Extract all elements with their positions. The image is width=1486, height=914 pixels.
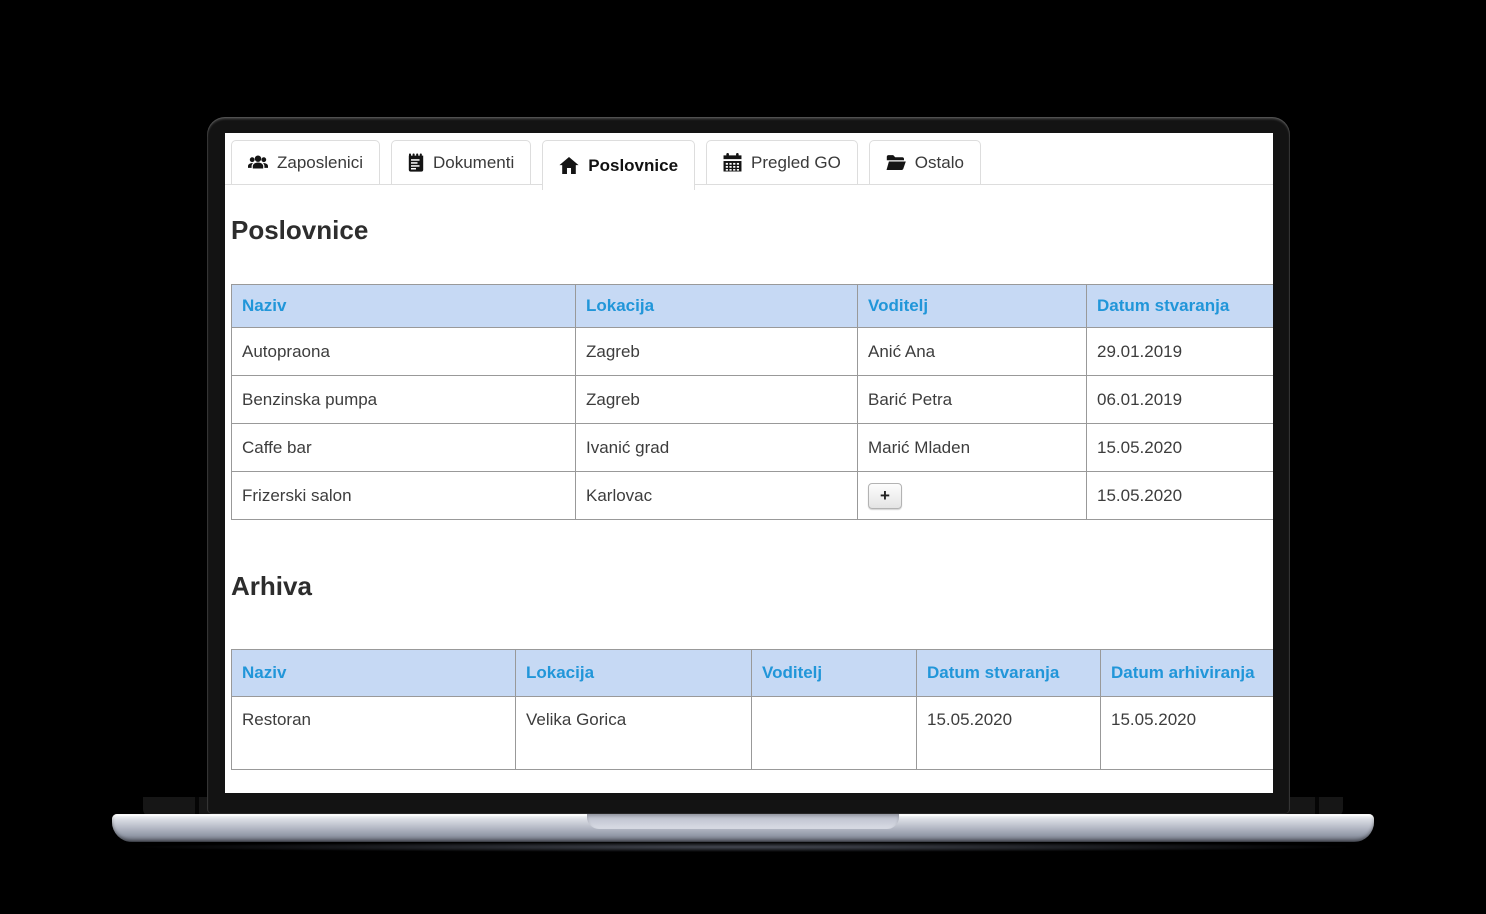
tab-pregled-go[interactable]: Pregled GO: [706, 140, 858, 184]
table-cell: 15.05.2020: [1086, 471, 1273, 520]
tab-zaposlenici[interactable]: Zaposlenici: [231, 140, 380, 184]
table-cell: Marić Mladen: [857, 423, 1087, 472]
table-cell: Caffe bar: [231, 423, 576, 472]
column-header: Lokacija: [515, 649, 752, 697]
table-row: Caffe bar Ivanić grad Marić Mladen 15.05.20…: [231, 423, 1273, 472]
table-cell: 15.05.2020: [1100, 696, 1273, 770]
column-header: Naziv: [231, 649, 516, 697]
table-cell: Frizerski salon: [231, 471, 576, 520]
header-row: Naziv Lokacija Voditelj Datum stvaranja: [231, 284, 1273, 328]
column-header: Voditelj: [751, 649, 917, 697]
poslovnice-table: Naziv Lokacija Voditelj Datum stvaranja Auto…: [231, 284, 1273, 520]
calendar-icon: [723, 153, 742, 172]
tab-label: Dokumenti: [433, 152, 515, 172]
table-cell: 15.05.2020: [1086, 423, 1273, 472]
tab-label: Ostalo: [914, 152, 964, 172]
table-cell: 06.01.2019: [1086, 375, 1273, 424]
section-heading-arhiva: Arhiva: [231, 571, 312, 601]
table-cell: Anić Ana: [857, 327, 1087, 376]
app-screen: Zaposlenici Dokumenti Poslovnice Pregled GO…: [225, 133, 1273, 793]
table-cell: Autopraona: [231, 327, 576, 376]
table-cell: Barić Petra: [857, 375, 1087, 424]
document-icon: [408, 153, 424, 172]
column-header: Datum stvaranja: [916, 649, 1101, 697]
table-cell: Ivanić grad: [575, 423, 858, 472]
tab-label: Pregled GO: [751, 152, 841, 172]
tab-label: Zaposlenici: [277, 152, 363, 172]
table-cell: 29.01.2019: [1086, 327, 1273, 376]
tab-bar: Zaposlenici Dokumenti Poslovnice Pregled GO…: [225, 140, 1273, 190]
tab-ostalo[interactable]: Ostalo: [868, 140, 981, 184]
add-voditelj-button[interactable]: +: [868, 482, 902, 509]
table-cell: Zagreb: [575, 327, 858, 376]
tab-label: Poslovnice: [588, 155, 679, 175]
table-cell: Karlovac: [575, 471, 858, 520]
column-header: Datum stvaranja: [1086, 284, 1273, 328]
table-cell: Restoran: [231, 696, 516, 770]
laptop-base: [112, 814, 1374, 842]
table-cell: [751, 696, 917, 770]
table-cell: 15.05.2020: [916, 696, 1101, 770]
column-header: Naziv: [231, 284, 576, 328]
table-cell: Benzinska pumpa: [231, 375, 576, 424]
users-icon: [248, 154, 268, 171]
section-heading-poslovnice: Poslovnice: [231, 215, 369, 245]
tab-poslovnice[interactable]: Poslovnice: [542, 140, 696, 190]
tab-dokumenti[interactable]: Dokumenti: [391, 140, 532, 184]
table-row: Frizerski salon Karlovac +15.05.2020: [231, 471, 1273, 520]
table-cell: +: [857, 471, 1087, 520]
folder-icon: [886, 154, 906, 171]
laptop-hinge-notch: [587, 814, 899, 829]
table-row: Restoran Velika Gorica 15.05.2020 15.05.202…: [231, 696, 1273, 770]
column-header: Lokacija: [575, 284, 858, 328]
column-header: Voditelj: [857, 284, 1087, 328]
table-cell: Zagreb: [575, 375, 858, 424]
column-header: Datum arhiviranja: [1100, 649, 1273, 697]
table-cell: Velika Gorica: [515, 696, 752, 770]
table-row: Benzinska pumpa Zagreb Barić Petra 06.01.20…: [231, 375, 1273, 424]
laptop-shadow: [140, 842, 1346, 852]
arhiva-table: Naziv Lokacija Voditelj Datum stvaranja Datu…: [231, 649, 1273, 770]
table-row: Autopraona Zagreb Anić Ana 29.01.2019: [231, 327, 1273, 376]
header-row: Naziv Lokacija Voditelj Datum stvaranja Datu…: [231, 649, 1273, 697]
home-icon: [559, 157, 579, 174]
